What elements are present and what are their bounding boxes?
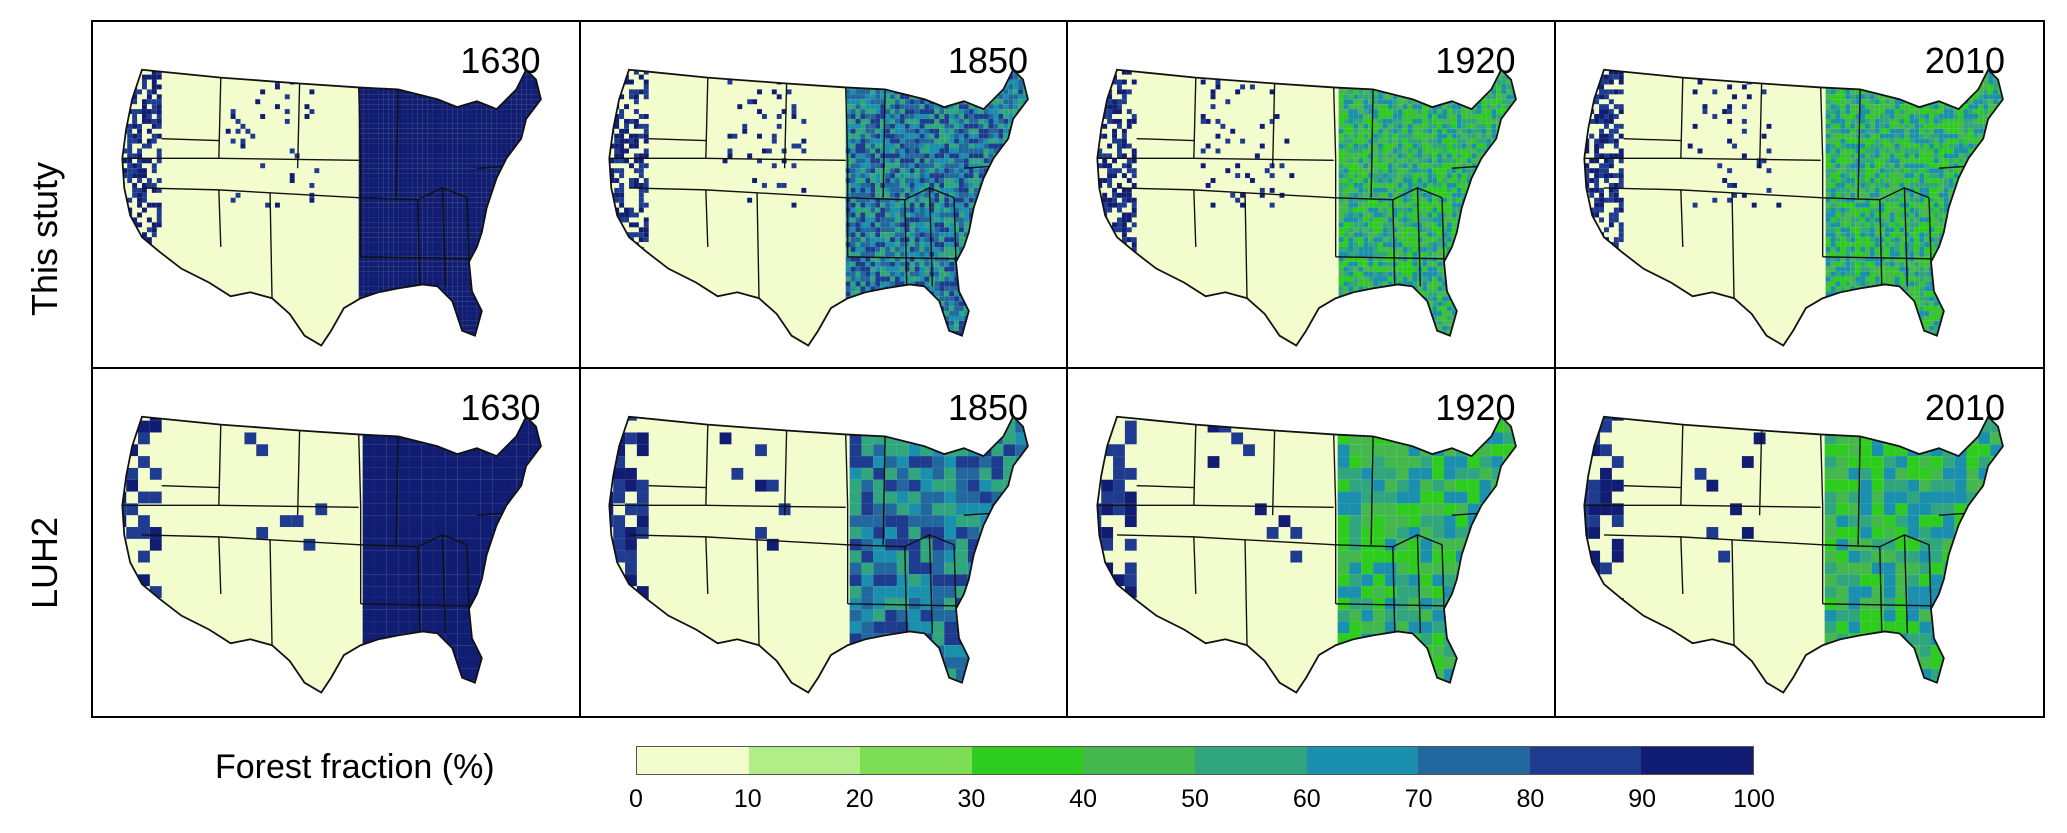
us-outline [121,67,542,347]
legend-tick-label: 30 [957,785,986,813]
us-forest-map [608,414,1030,694]
legend-tick-label: 20 [845,785,874,813]
row-label-this-study: This stuty [24,161,65,317]
legend-colorbar [636,746,1754,775]
legend-swatch [1418,747,1530,774]
legend-swatch [1529,747,1642,774]
legend-swatch [748,747,861,774]
legend-swatch [1194,747,1307,774]
us-forest-map [1583,67,2005,347]
us-outline [1583,414,2005,694]
legend-tick-label: 40 [1069,785,1098,813]
legend-tick-label: 90 [1628,785,1657,813]
map-panel-2010-luh2: 2010 [1556,369,2044,716]
us-outline [608,414,1030,694]
legend-tick-label: 50 [1181,785,1209,813]
legend-tick-label: 70 [1404,785,1433,813]
map-panel-1920-luh2: 1920 [1068,369,1556,716]
map-panel-1630-this-study: 1630 [93,22,581,369]
map-panel-1630-luh2: 1630 [93,369,581,716]
us-forest-map [1583,414,2005,694]
legend-swatch [637,747,749,774]
us-forest-map [121,67,542,347]
legend-tick-label: 60 [1292,785,1321,813]
legend-tick-label: 10 [733,785,762,813]
row-label-luh2: LUH2 [24,516,65,610]
us-forest-map [121,414,542,694]
us-outline [1096,414,1517,694]
legend-swatch [1083,747,1195,774]
legend-title: Forest fraction (%) [215,748,495,786]
map-panel-1850-this-study: 1850 [580,22,1068,369]
us-outline [608,67,1030,347]
us-outline [1583,67,2005,347]
legend-tick-label: 100 [1733,785,1775,813]
us-forest-map [1096,67,1517,347]
legend-tick-label: 0 [629,785,643,813]
map-panel-1920-this-study: 1920 [1068,22,1556,369]
legend-tick-label: 80 [1516,785,1545,813]
us-outline [1096,67,1517,347]
legend-swatch [860,747,972,774]
legend-swatch [1306,747,1419,774]
us-forest-map [608,67,1030,347]
us-forest-map [1096,414,1517,694]
legend-swatch [1641,747,1753,774]
map-grid: 1630 1850 1920 2010 1630 1850 1920 2010 [91,20,2045,718]
us-outline [121,414,542,694]
map-panel-2010-this-study: 2010 [1555,22,2043,369]
map-panel-1850-luh2: 1850 [581,369,1068,716]
legend-swatch [971,747,1084,774]
